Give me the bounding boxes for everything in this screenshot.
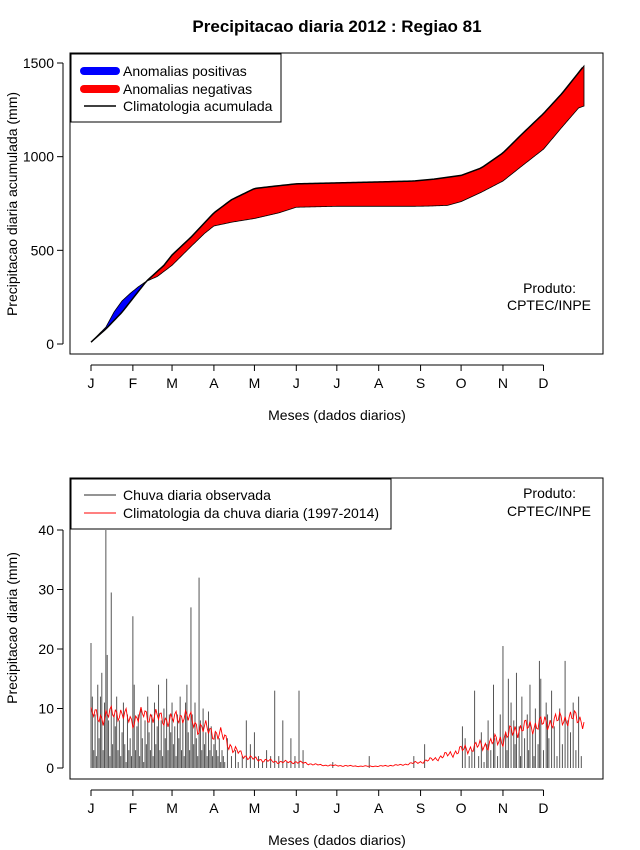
accumulated-panel: 0 500 1000 1500 J F M A M J J A S O N D Meses (dados d… [4, 52, 604, 423]
accumulated-x-tick-label: M [166, 375, 178, 391]
accumulated-x-tick-label: A [374, 375, 384, 391]
daily-y-axis-label: Precipitacao diaria (mm) [4, 552, 20, 704]
accumulated-x-tick-label: F [129, 375, 138, 391]
daily-x-tick-label: M [249, 800, 261, 816]
accumulated-y-axis-label: Precipitacao diaria acumulada (mm) [4, 92, 20, 316]
accumulated-y-tick-label: 500 [31, 242, 55, 258]
accumulated-legend: Anomalias positivas Anomalias negativas … [70, 53, 282, 123]
daily-legend: Chuva diaria observada Climatologia da c… [70, 478, 392, 530]
accumulated-product-source: CPTEC/INPE [507, 297, 591, 313]
daily-x-tick-label: J [88, 800, 95, 816]
legend-label-daily-climatology: Climatologia da chuva diaria (1997-2014) [123, 505, 379, 521]
accumulated-plot-frame [69, 52, 604, 355]
accumulated-x-tick-label: J [293, 375, 300, 391]
daily-legend-box [70, 478, 392, 530]
accumulated-product-label: Produto: [523, 280, 576, 296]
positive-anomaly-area [91, 281, 146, 342]
daily-x-tick-label: D [538, 800, 548, 816]
daily-y-tick-label: 20 [38, 641, 54, 657]
daily-x-tick-label: M [166, 800, 178, 816]
accumulated-x-tick-label: A [209, 375, 219, 391]
accumulated-x-tick-label: J [333, 375, 340, 391]
daily-x-tick-label: F [129, 800, 138, 816]
daily-product-source: CPTEC/INPE [507, 503, 591, 519]
accumulated-y-tick-label: 1000 [23, 149, 54, 165]
daily-climatology-line [90, 704, 585, 768]
legend-label-observed: Chuva diaria observada [123, 487, 271, 503]
accumulated-x-tick-label: D [538, 375, 548, 391]
daily-x-tick-label: O [456, 800, 467, 816]
daily-x-axis-label: Meses (dados diarios) [268, 832, 406, 848]
daily-product-label: Produto: [523, 485, 576, 501]
daily-y-tick-label: 40 [38, 522, 54, 538]
accumulated-x-tick-label: M [249, 375, 261, 391]
daily-x-tick-label: A [209, 800, 219, 816]
accumulated-climatology-line [90, 67, 584, 343]
legend-label-positive: Anomalias positivas [123, 63, 247, 79]
daily-x-tick-label: S [416, 800, 425, 816]
daily-plot-area [90, 530, 585, 768]
daily-x-tick-label: A [374, 800, 384, 816]
daily-y-tick-label: 30 [38, 582, 54, 598]
chart-title: Precipitacao diaria 2012 : Regiao 81 [192, 17, 481, 36]
accumulated-x-axis-label: Meses (dados diarios) [268, 407, 406, 423]
daily-plot-frame [69, 477, 604, 780]
legend-label-climatology: Climatologia acumulada [123, 98, 273, 114]
legend-label-negative: Anomalias negativas [123, 81, 252, 97]
accumulated-y-tick-label: 1500 [23, 55, 54, 71]
daily-y-tick-label: 0 [46, 760, 54, 776]
daily-y-axis: 0 10 20 30 40 [38, 522, 64, 776]
daily-x-tick-label: N [498, 800, 508, 816]
accumulated-x-tick-label: J [88, 375, 95, 391]
accumulated-x-tick-label: N [498, 375, 508, 391]
daily-panel: 0 10 20 30 40 J F M A M J J A S O N D Meses (dados diar… [4, 477, 604, 848]
accumulated-y-tick-label: 0 [46, 336, 54, 352]
accumulated-x-tick-label: S [416, 375, 425, 391]
daily-x-tick-label: J [293, 800, 300, 816]
daily-y-tick-label: 10 [38, 701, 54, 717]
daily-x-tick-label: J [333, 800, 340, 816]
accumulated-y-axis: 0 500 1000 1500 [23, 55, 64, 352]
accumulated-x-tick-label: O [456, 375, 467, 391]
accumulated-plot-area [90, 64, 585, 343]
